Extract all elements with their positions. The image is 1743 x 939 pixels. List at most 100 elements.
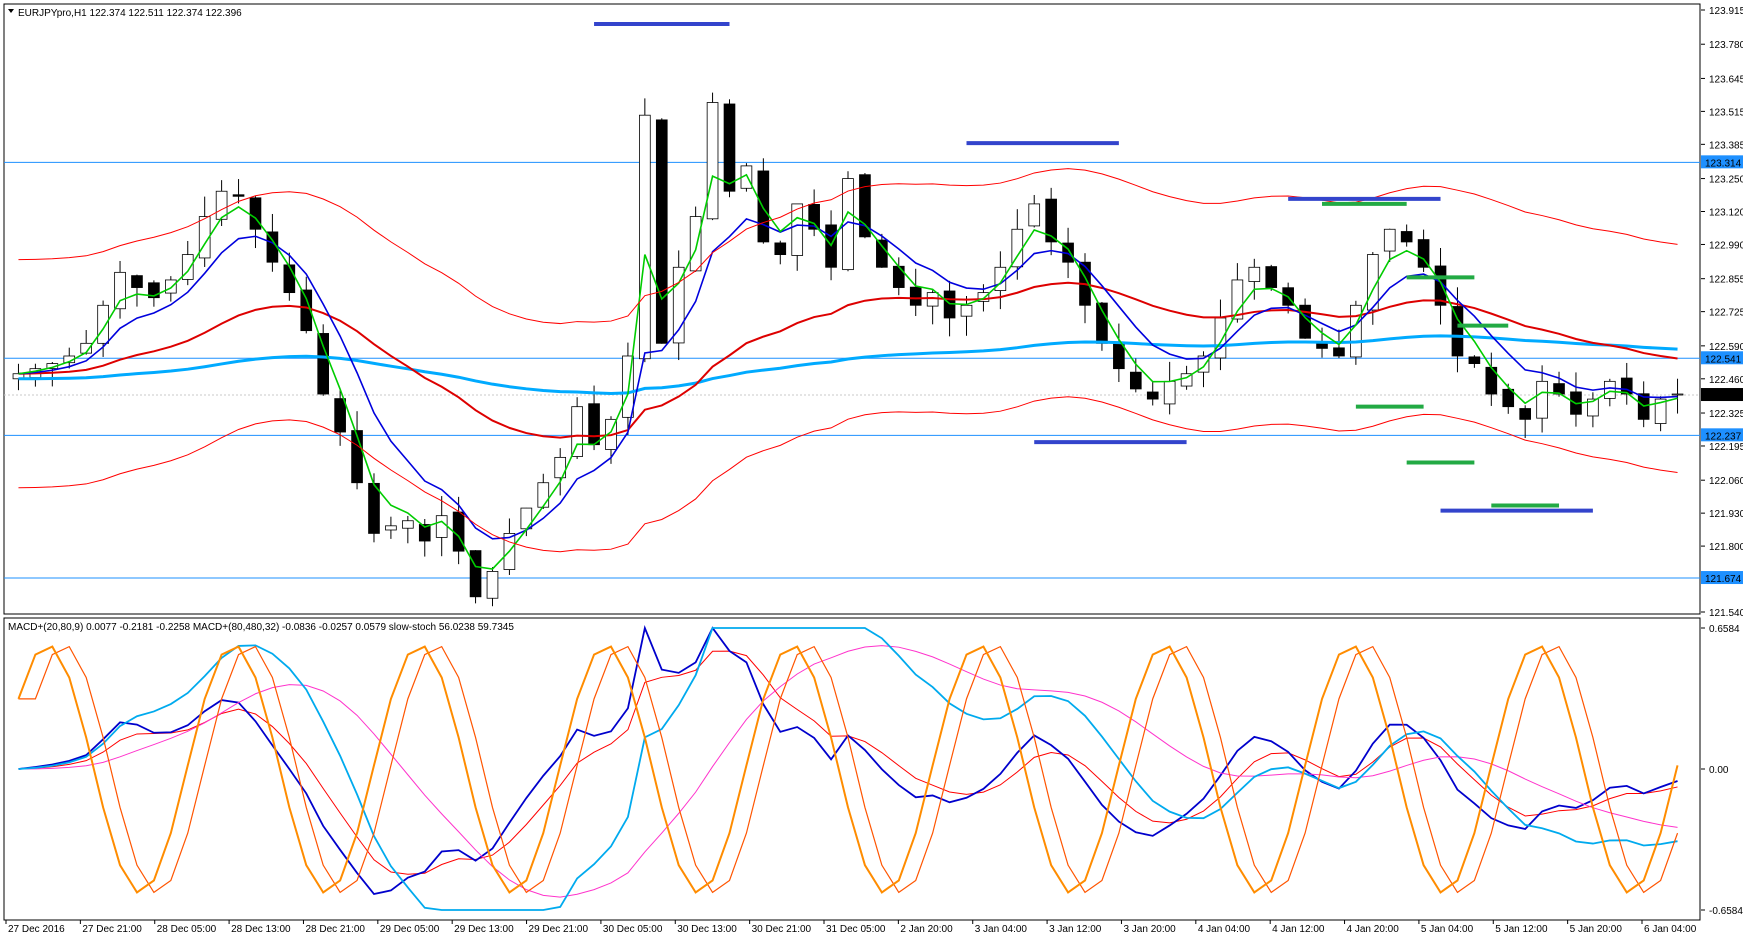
candle-body bbox=[1468, 356, 1481, 364]
candle[interactable] bbox=[1468, 355, 1481, 368]
candles bbox=[12, 92, 1684, 607]
candle[interactable] bbox=[1265, 264, 1278, 291]
candle[interactable] bbox=[148, 280, 160, 307]
candle[interactable] bbox=[1146, 381, 1159, 406]
candle-body bbox=[1045, 198, 1057, 243]
dropdown-triangle-icon[interactable] bbox=[8, 9, 14, 13]
time-tick-label: 30 Dec 21:00 bbox=[752, 924, 812, 935]
candle[interactable] bbox=[1434, 247, 1447, 325]
candle-body bbox=[622, 355, 634, 418]
candle[interactable] bbox=[791, 203, 804, 271]
candle[interactable] bbox=[232, 179, 245, 204]
candle-body bbox=[909, 286, 922, 306]
candle[interactable] bbox=[1536, 365, 1548, 433]
candle[interactable] bbox=[181, 240, 194, 286]
candle[interactable] bbox=[249, 196, 262, 249]
candle[interactable] bbox=[1570, 372, 1582, 427]
candle[interactable] bbox=[215, 180, 228, 226]
lower-band-line bbox=[18, 396, 1678, 553]
candle[interactable] bbox=[1604, 378, 1616, 407]
candle-body bbox=[1231, 279, 1244, 320]
candle-body bbox=[198, 216, 211, 259]
time-tick-label: 3 Jan 12:00 bbox=[1049, 924, 1102, 935]
candle[interactable] bbox=[283, 252, 296, 301]
candle[interactable] bbox=[1163, 361, 1176, 415]
candle[interactable] bbox=[757, 158, 770, 244]
candle[interactable] bbox=[469, 550, 482, 604]
candle-body bbox=[368, 482, 380, 534]
candle[interactable] bbox=[943, 280, 956, 337]
candle[interactable] bbox=[1045, 187, 1057, 256]
candle[interactable] bbox=[29, 363, 42, 387]
candle[interactable] bbox=[418, 519, 431, 557]
candle[interactable] bbox=[12, 363, 25, 391]
candle[interactable] bbox=[198, 196, 211, 267]
candle[interactable] bbox=[926, 290, 939, 325]
candle[interactable] bbox=[723, 99, 736, 198]
candle[interactable] bbox=[1671, 378, 1684, 414]
indicator-tick-label: 0.6584 bbox=[1709, 624, 1740, 635]
candle[interactable] bbox=[1502, 383, 1515, 414]
time-tick-label: 31 Dec 05:00 bbox=[826, 924, 886, 935]
candle-body bbox=[960, 304, 973, 317]
candle[interactable] bbox=[909, 268, 922, 317]
price-tick-label: 123.120 bbox=[1709, 208, 1743, 219]
candle-body bbox=[1417, 239, 1430, 268]
candle[interactable] bbox=[1620, 362, 1633, 405]
level-tag-bg bbox=[1701, 428, 1743, 442]
candle[interactable] bbox=[774, 240, 787, 265]
candle[interactable] bbox=[334, 390, 346, 446]
price-tick-label: 123.250 bbox=[1709, 175, 1743, 186]
candle[interactable] bbox=[689, 206, 702, 272]
candle[interactable] bbox=[1587, 392, 1599, 428]
candle-body bbox=[1366, 254, 1379, 311]
candle[interactable] bbox=[165, 276, 177, 302]
candle[interactable] bbox=[960, 296, 973, 336]
candle[interactable] bbox=[114, 260, 126, 319]
candle[interactable] bbox=[300, 276, 313, 334]
ema-long-line bbox=[18, 334, 1678, 395]
indicator-tick-label: 0.00 bbox=[1709, 765, 1729, 776]
candle[interactable] bbox=[317, 324, 330, 396]
candle[interactable] bbox=[1519, 405, 1531, 439]
candle[interactable] bbox=[1299, 298, 1311, 339]
candle[interactable] bbox=[1248, 258, 1261, 300]
candle-body bbox=[1163, 380, 1176, 405]
candle-body bbox=[1671, 393, 1684, 396]
candle[interactable] bbox=[1350, 300, 1362, 365]
candle[interactable] bbox=[1197, 351, 1210, 388]
level-price-tag: 122.541 bbox=[1701, 351, 1743, 365]
candle-body bbox=[1654, 398, 1667, 424]
candle[interactable] bbox=[537, 473, 550, 510]
candle[interactable] bbox=[402, 515, 414, 544]
candle-body bbox=[1400, 231, 1413, 243]
candle[interactable] bbox=[639, 98, 651, 363]
candle[interactable] bbox=[486, 567, 499, 607]
candle-body bbox=[926, 292, 939, 307]
candle[interactable] bbox=[706, 92, 719, 221]
candle[interactable] bbox=[554, 448, 567, 496]
candle-body bbox=[808, 204, 820, 230]
candle[interactable] bbox=[1028, 194, 1041, 228]
candle[interactable] bbox=[452, 496, 465, 565]
time-tick-label: 5 Jan 20:00 bbox=[1570, 924, 1623, 935]
candle[interactable] bbox=[859, 173, 871, 239]
level-tag-bg bbox=[1701, 571, 1743, 585]
candle[interactable] bbox=[672, 250, 685, 361]
time-tick-label: 28 Dec 21:00 bbox=[305, 924, 365, 935]
candle[interactable] bbox=[1383, 228, 1396, 262]
candle[interactable] bbox=[385, 516, 397, 539]
candle[interactable] bbox=[655, 118, 668, 344]
candle[interactable] bbox=[1637, 381, 1650, 428]
candle[interactable] bbox=[351, 411, 363, 490]
candle[interactable] bbox=[571, 397, 583, 460]
candle[interactable] bbox=[808, 189, 820, 237]
candle[interactable] bbox=[1417, 229, 1430, 272]
candle[interactable] bbox=[80, 329, 92, 355]
candle-body bbox=[1028, 203, 1041, 227]
candle[interactable] bbox=[435, 496, 448, 557]
candle[interactable] bbox=[131, 274, 143, 307]
candle[interactable] bbox=[1400, 224, 1413, 247]
